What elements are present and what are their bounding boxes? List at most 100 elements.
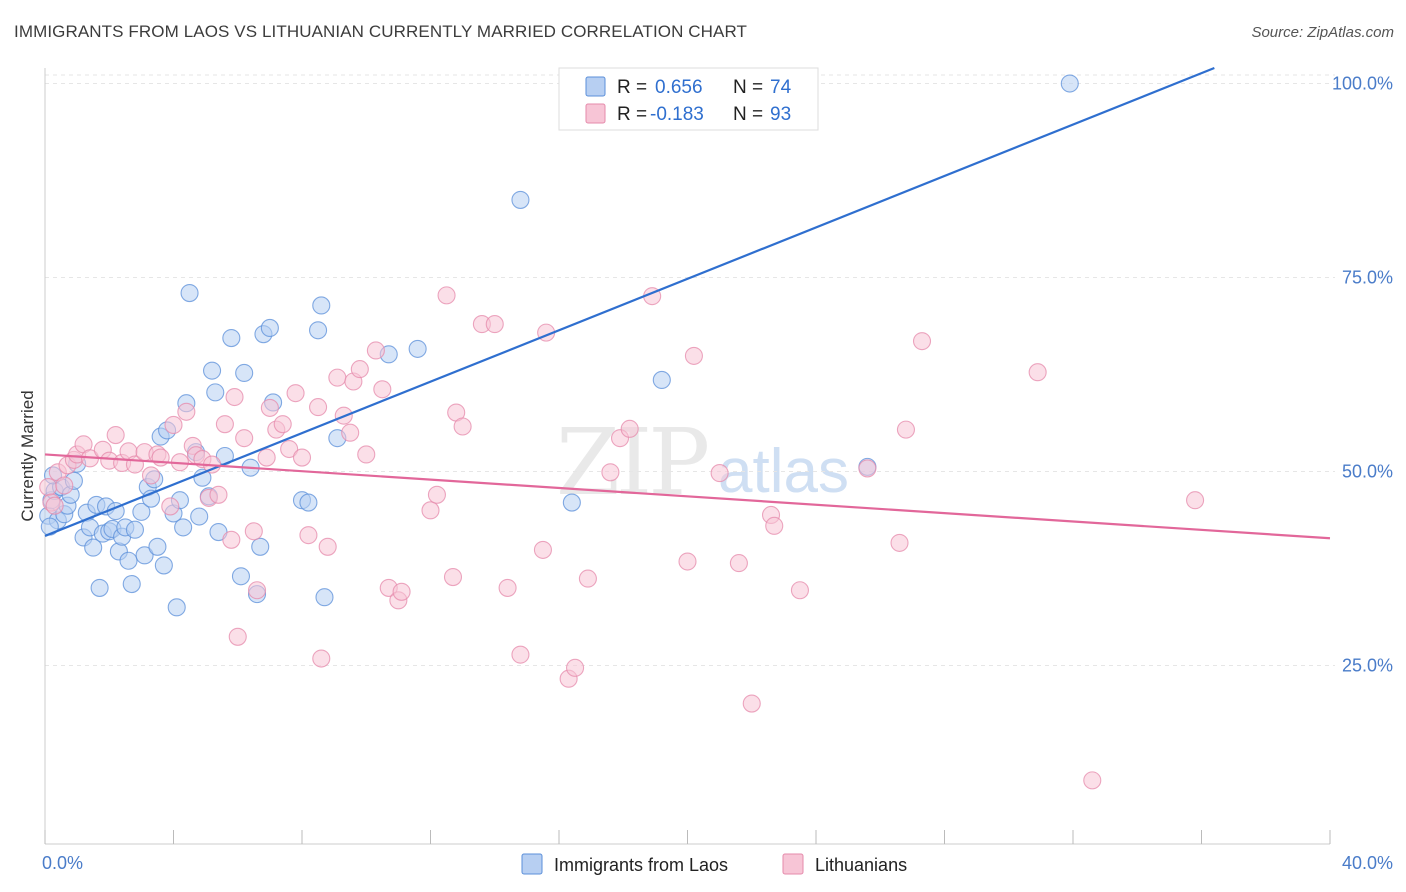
data-point [280,439,299,459]
data-point [247,581,267,600]
series-laos [39,74,1079,617]
data-point [421,501,440,520]
trend-line-laos [44,66,1215,537]
data-point [678,552,697,571]
trend-lines [44,66,1331,540]
legend-top-r-label-laos: R = [617,77,647,98]
data-point [790,581,809,600]
data-point [135,546,154,565]
x-tick-label-max: 40.0% [1342,853,1393,873]
data-point [765,516,784,535]
data-point [858,459,877,478]
data-point [511,645,530,664]
data-point [174,518,193,537]
legend-bottom-label-lithuanians: Lithuanians [815,855,907,875]
data-point [1060,74,1079,93]
data-point [39,477,58,497]
data-point [312,649,331,668]
data-point [896,420,916,439]
data-points [39,74,1205,790]
data-point [222,328,241,348]
data-point [453,417,472,436]
legend-top-r-label-lithuanians: R = [617,104,647,125]
data-point [533,540,552,559]
data-point [292,448,312,467]
chart-title: IMMIGRANTS FROM LAOS VS LITHUANIAN CURRE… [14,22,748,41]
data-point [286,384,305,403]
data-point [84,538,103,557]
series-lithuanians [39,286,1205,790]
data-point [260,318,279,338]
legend-top-n-value-lithuanians: 93 [770,104,791,125]
y-axis-label: Currently Married [18,390,37,521]
legend-top: R = 0.656 N = 74 R = -0.183 N = 93 [558,67,819,131]
data-point [427,485,446,504]
y-tick-labels: 25.0% 50.0% 75.0% 100.0% [1332,74,1393,676]
data-point [106,425,125,445]
data-point [222,530,241,549]
data-point [1028,363,1047,382]
data-point [408,339,427,358]
data-point [315,588,334,607]
data-point [309,398,328,417]
data-point [309,321,328,340]
legend-bottom-label-laos: Immigrants from Laos [554,855,728,875]
source-credit: Source: ZipAtlas.com [1251,24,1394,41]
legend-bottom-swatch-laos [521,853,543,875]
data-point [190,507,209,526]
data-point [742,694,761,713]
data-point [578,569,597,588]
data-point [443,568,463,587]
data-point [318,537,337,556]
y-tick-label: 50.0% [1342,462,1393,482]
data-point [228,627,247,646]
data-point [225,387,244,407]
data-point [260,398,279,417]
data-point [206,383,225,402]
data-point [151,448,170,467]
legend-top-n-label-laos: N = [733,77,763,98]
data-point [177,402,196,421]
data-point [373,380,392,399]
data-point [235,363,254,383]
y-tick-label: 25.0% [1342,656,1393,676]
data-point [244,522,263,541]
data-point [341,423,360,442]
data-point [231,567,251,586]
data-point [562,493,581,512]
data-point [437,286,456,305]
data-point [366,341,385,360]
legend-top-n-label-lithuanians: N = [733,104,763,125]
x-ticks [44,830,1331,844]
data-point [357,445,376,464]
data-point [215,415,234,434]
data-point [485,315,504,334]
data-point [710,464,729,483]
gridlines [45,74,1335,667]
data-point [132,502,151,521]
data-point [566,658,585,677]
data-point [251,537,270,556]
legend-bottom: Immigrants from Laos Lithuanians [521,853,907,875]
legend-top-r-value-lithuanians: -0.183 [650,104,704,125]
data-point [161,497,180,516]
data-point [257,448,276,467]
data-point [1186,491,1205,510]
legend-bottom-swatch-lithuanians [782,853,804,875]
y-tick-label: 75.0% [1342,268,1393,288]
data-point [273,415,292,434]
y-tick-label: 100.0% [1332,74,1393,94]
data-point [203,361,222,380]
data-point [209,485,228,504]
data-point [652,370,671,390]
data-point [90,578,109,597]
data-point [122,574,141,594]
data-point [154,556,173,575]
data-point [125,520,144,539]
legend-top-swatch-laos [585,76,606,97]
data-point [890,533,909,552]
data-point [620,419,639,438]
legend-top-r-value-laos: 0.656 [655,77,703,98]
data-point [55,476,74,495]
data-point [328,368,347,387]
